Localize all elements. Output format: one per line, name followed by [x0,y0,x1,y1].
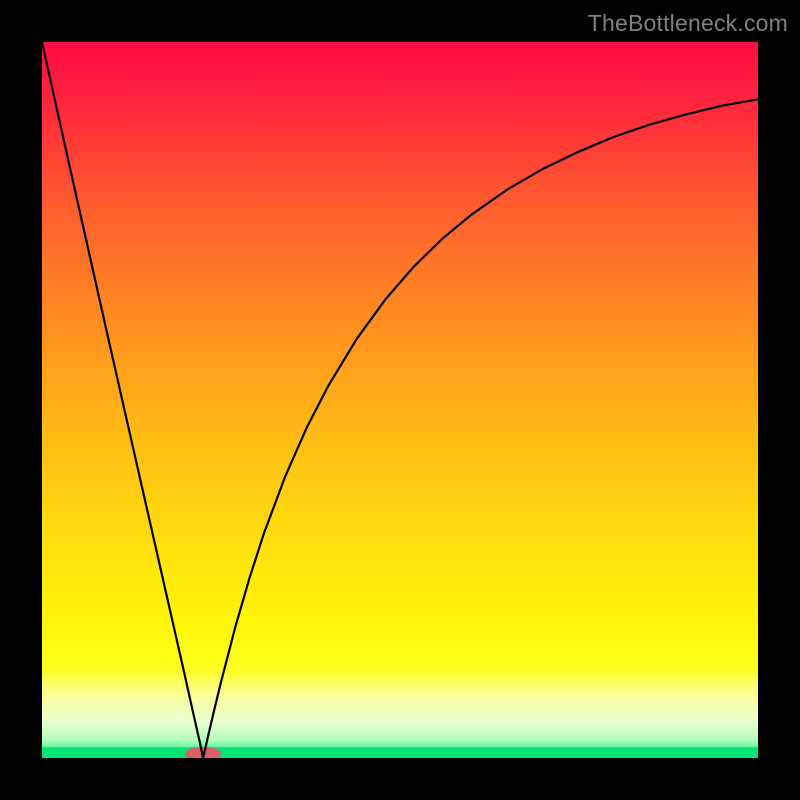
green-bottom-strip [42,747,758,758]
border-right [758,0,800,800]
plot-svg [42,42,758,758]
watermark-text: TheBottleneck.com [588,10,788,37]
chart-frame: TheBottleneck.com [0,0,800,800]
gradient-background [42,42,758,758]
plot-area [42,42,758,758]
border-left [0,0,42,800]
border-bottom [0,758,800,800]
